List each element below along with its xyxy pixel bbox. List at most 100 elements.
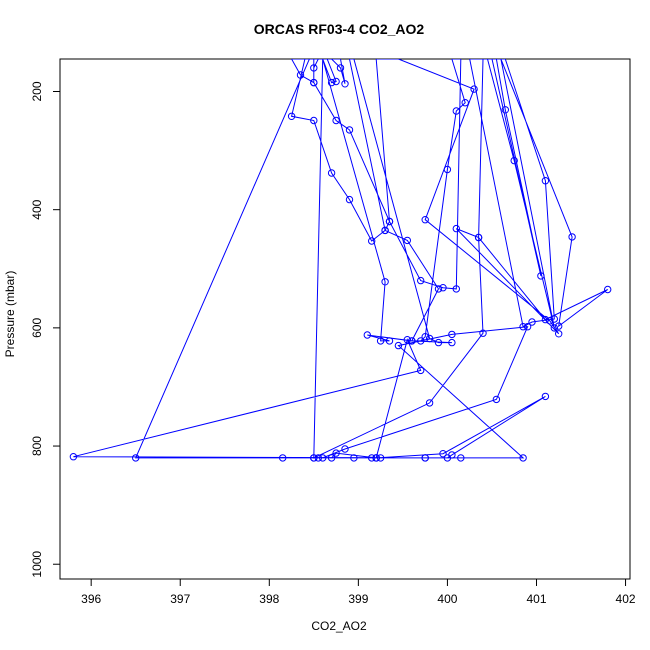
data-point xyxy=(457,454,465,462)
data-point xyxy=(555,330,563,338)
data-point xyxy=(310,64,318,72)
data-point xyxy=(479,329,487,337)
data-point xyxy=(443,454,452,462)
data-point xyxy=(452,224,460,233)
data-point xyxy=(327,78,336,87)
data-point xyxy=(310,116,318,125)
data-point xyxy=(461,99,469,107)
data-point xyxy=(69,453,78,461)
data-point xyxy=(417,337,425,345)
y-tick-label: 600 xyxy=(30,318,44,338)
data-point xyxy=(550,324,558,332)
data-point xyxy=(568,233,576,241)
data-point xyxy=(394,341,403,350)
y-axis: 200 400 600 800 1000 xyxy=(30,81,60,578)
data-point xyxy=(439,450,447,458)
x-tick-label: 401 xyxy=(526,592,546,606)
data-point xyxy=(474,233,483,242)
data-point xyxy=(332,116,340,125)
data-point xyxy=(492,395,501,404)
x-tick-label: 402 xyxy=(616,592,636,606)
data-point xyxy=(372,454,380,462)
series-layer xyxy=(69,59,612,462)
data-point xyxy=(546,317,554,325)
data-point xyxy=(448,330,456,339)
data-point xyxy=(470,85,478,93)
data-point xyxy=(287,112,296,121)
y-tick-label: 200 xyxy=(30,81,44,101)
data-point xyxy=(501,106,509,114)
data-point xyxy=(350,454,358,462)
data-point xyxy=(332,449,340,457)
data-point xyxy=(310,454,318,462)
data-point xyxy=(336,64,345,72)
data-point xyxy=(376,337,385,345)
chart-title: ORCAS RF03-4 CO2_AO2 xyxy=(254,21,425,37)
data-point xyxy=(550,315,558,323)
data-point xyxy=(434,338,443,347)
data-point xyxy=(341,445,349,453)
data-point xyxy=(345,195,354,204)
data-point xyxy=(345,126,354,134)
data-point xyxy=(408,337,416,345)
x-tick-label: 396 xyxy=(81,592,101,606)
data-point xyxy=(403,336,411,344)
data-point xyxy=(555,322,563,330)
data-point xyxy=(452,285,460,293)
data-point xyxy=(541,315,550,324)
data-point xyxy=(341,80,349,88)
data-point xyxy=(296,71,305,79)
data-point xyxy=(417,276,425,285)
data-point xyxy=(443,165,452,174)
data-point xyxy=(421,333,429,341)
data-point xyxy=(319,454,327,462)
y-tick-label: 400 xyxy=(30,199,44,219)
data-point xyxy=(376,454,385,462)
series-line xyxy=(73,59,608,459)
data-point xyxy=(541,177,550,185)
data-point xyxy=(421,454,429,462)
x-tick-label: 397 xyxy=(170,592,190,606)
data-point xyxy=(528,318,536,326)
data-point xyxy=(523,323,532,331)
data-point xyxy=(425,399,434,407)
x-tick-label: 400 xyxy=(437,592,457,606)
data-point xyxy=(448,338,456,347)
data-point xyxy=(417,366,425,375)
data-point xyxy=(403,236,411,245)
data-point xyxy=(421,216,429,224)
data-point xyxy=(368,237,376,245)
data-point xyxy=(434,285,443,293)
data-point xyxy=(385,337,394,345)
data-point xyxy=(132,454,140,462)
x-axis: 396 397 398 399 400 401 402 xyxy=(81,579,636,606)
data-point xyxy=(363,331,371,339)
x-tick-label: 398 xyxy=(259,592,279,606)
data-point xyxy=(385,217,394,226)
x-axis-label: CO2_AO2 xyxy=(311,619,367,633)
y-tick-label: 800 xyxy=(30,436,44,456)
data-point xyxy=(381,226,389,235)
data-point xyxy=(310,78,318,87)
data-point xyxy=(279,454,287,462)
data-point xyxy=(381,278,389,286)
data-point xyxy=(510,156,518,165)
data-point xyxy=(332,77,340,86)
y-tick-label: 1000 xyxy=(30,551,44,578)
data-point xyxy=(604,285,612,294)
data-point xyxy=(425,334,434,343)
data-point xyxy=(327,169,336,177)
data-point xyxy=(439,284,447,292)
data-point xyxy=(537,272,545,280)
plot-area-box xyxy=(59,58,631,580)
y-axis-label: Pressure (mbar) xyxy=(3,271,17,358)
data-point xyxy=(452,107,460,115)
data-point xyxy=(368,454,376,462)
data-point xyxy=(327,454,336,462)
data-point xyxy=(314,454,322,462)
data-point xyxy=(519,323,527,331)
x-tick-label: 399 xyxy=(348,592,368,606)
data-point xyxy=(541,392,550,401)
